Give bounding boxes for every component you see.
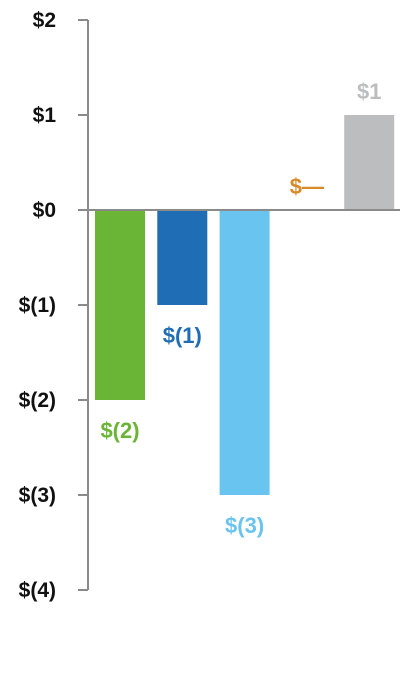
bar-data-label: $(1) xyxy=(163,323,202,348)
bar xyxy=(219,210,270,495)
bars-layer xyxy=(95,115,395,495)
y-tick-label: $0 xyxy=(33,199,56,222)
bar-data-label: $— xyxy=(290,174,324,199)
y-tick-label: $(4) xyxy=(19,579,56,602)
bar-data-label: $(2) xyxy=(100,418,139,443)
y-tick-label: $(3) xyxy=(19,484,56,507)
bar xyxy=(157,210,208,305)
y-tick-label: $2 xyxy=(33,9,56,32)
y-tick-label: $(2) xyxy=(19,389,56,412)
y-tick-label: $(1) xyxy=(19,294,56,317)
bar-data-label: $1 xyxy=(357,79,381,104)
bar xyxy=(95,210,145,400)
bar-data-label: $(3) xyxy=(225,513,264,538)
labels-layer: $2 $1 $0 $(1) $(2) $(3) $(4) $(2) $(1) $(3) $— $1 xyxy=(19,9,382,602)
bar xyxy=(344,115,395,210)
y-tick-label: $1 xyxy=(33,104,57,127)
